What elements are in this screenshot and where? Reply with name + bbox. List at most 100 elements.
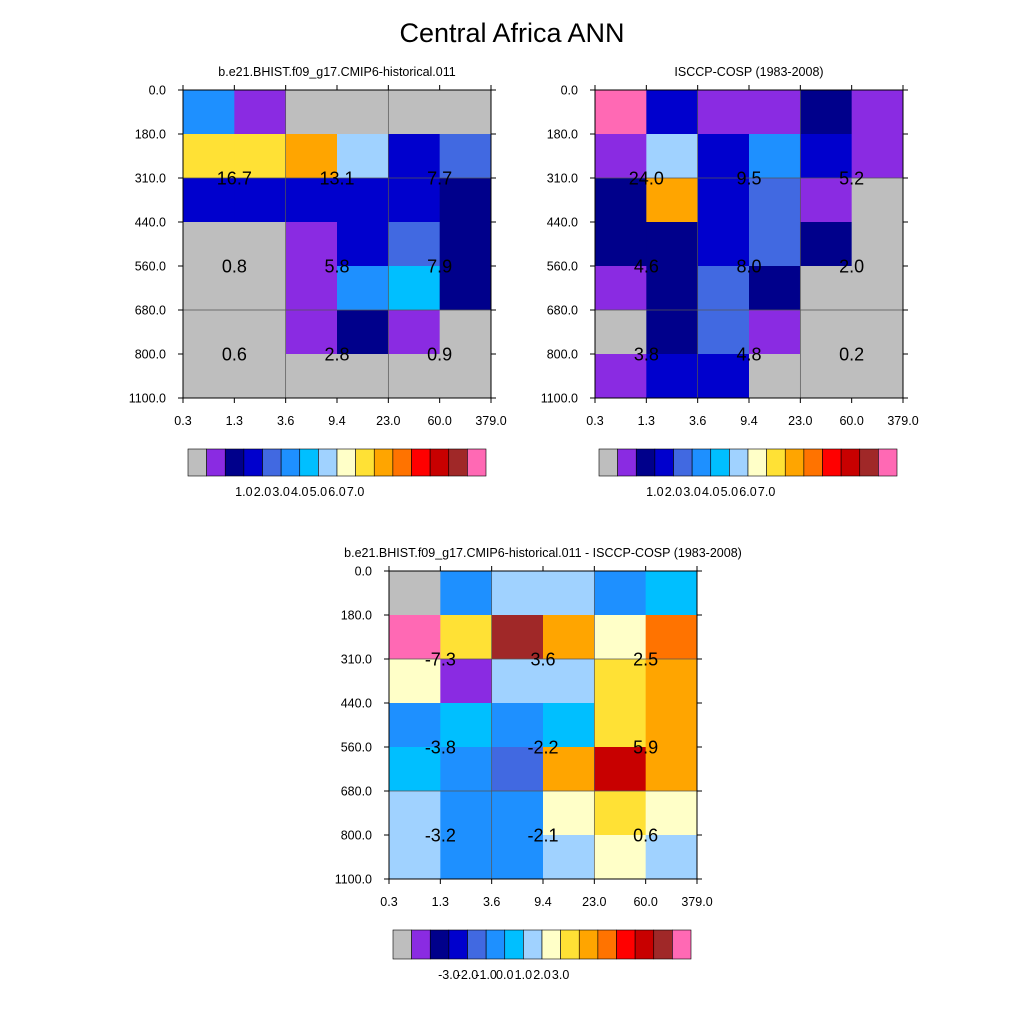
colorbar-label: 7.0 [347,485,364,499]
colorbar-swatch [541,929,561,960]
heatmap-cell [697,90,750,135]
y-tick-label: 310.0 [135,172,166,186]
heatmap-cell [697,310,750,355]
heatmap-cell [285,178,338,223]
heatmap-cell [439,266,492,311]
heatmap-cell [440,571,493,616]
heatmap-cell [646,178,699,223]
y-tick-label: 1100.0 [541,392,578,406]
heatmap-cell [440,615,493,660]
heatmap-cell [543,659,595,704]
heatmap-cell [851,354,904,399]
cell-value-label: 4.6 [634,257,659,277]
y-tick-label: 560.0 [341,741,372,755]
cell-value-label: 0.6 [222,345,247,365]
heatmap-cell [337,222,389,267]
heatmap-cell [388,90,441,135]
colorbar-label: 1.0 [515,968,532,982]
heatmap-cell [800,178,853,223]
heatmap-cell [337,178,389,223]
cell-value-label: 0.8 [222,257,247,277]
colorbar-swatch [429,448,450,477]
heatmap-cell [439,310,492,355]
heatmap-cell [645,835,698,880]
colorbar-swatch [206,448,226,477]
heatmap-cell [595,354,647,399]
heatmap-cell [285,222,338,267]
heatmap-cell [800,354,853,399]
heatmap-cell [749,266,801,311]
heatmap-cell [183,310,235,355]
heatmap-cell [646,134,699,179]
colorbar-label: 4.0 [291,485,308,499]
heatmap-cell [183,354,235,399]
heatmap-cell [285,266,338,311]
colorbar-swatch [373,448,394,477]
page-title: Central Africa ANN [399,18,625,48]
heatmap-cell [491,791,544,836]
colorbar: 1.0 2.0 3.0 4.0 5.0 6.0 7.0 [598,448,898,499]
heatmap-cell [389,659,441,704]
colorbar-label: 2.0 [665,485,682,499]
heatmap-cell [285,90,338,135]
x-tick-label: 60.0 [633,895,657,909]
panel-title: b.e21.BHIST.f09_g17.CMIP6-historical.011 [218,65,455,79]
heatmap-cell [234,354,287,399]
y-tick-label: 1100.0 [129,392,166,406]
heatmap-cell [440,747,493,792]
colorbar-swatch [318,448,338,477]
heatmap-cell [595,222,647,267]
y-tick-label: 180.0 [547,128,578,142]
heatmap-cell [851,90,904,135]
cell-value-label: 0.2 [839,345,864,365]
colorbar-swatch [411,448,431,477]
y-tick-label: 0.0 [355,565,372,579]
colorbar-swatch [467,929,487,960]
heatmap-cell [491,747,544,792]
heatmap-cell [646,354,699,399]
heatmap-cell [697,354,750,399]
x-tick-label: 60.0 [839,414,863,428]
heatmap-cell [389,791,441,836]
x-tick-label: 9.4 [534,895,551,909]
colorbar-swatch [523,929,543,960]
heatmap-cell [388,266,441,311]
colorbar-swatch [355,448,375,477]
colorbar-label: 3.0 [683,485,700,499]
colorbar-swatch [485,929,506,960]
heatmap-cell [439,178,492,223]
colorbar-label: 6.0 [739,485,756,499]
x-tick-label: 1.3 [432,895,449,909]
heatmap-cell [697,222,750,267]
heatmap-cell [491,571,544,616]
cell-value-label: 3.8 [634,345,659,365]
y-tick-label: 310.0 [547,172,578,186]
heatmap-cell [439,90,492,135]
x-tick-label: 0.3 [380,895,397,909]
cell-value-label: 0.9 [427,345,452,365]
heatmap-cell [440,835,493,880]
heatmap-cell [851,266,904,311]
heatmap-cell [594,615,647,660]
colorbar-swatch [448,448,468,477]
colorbar-label: 1.0 [646,485,663,499]
cell-value-label: 0.6 [633,826,658,846]
heatmap-cell [439,354,492,399]
panel-1: b.e21.BHIST.f09_g17.CMIP6-historical.011… [129,65,507,499]
colorbar-swatch [822,448,842,477]
y-tick-label: 680.0 [341,785,372,799]
heatmap-cell [337,134,389,179]
heatmap-cell [183,134,235,179]
heatmap-cell [645,703,698,748]
heatmap-cell [645,747,698,792]
x-tick-label: 23.0 [582,895,606,909]
colorbar-label: 2.0 [533,968,550,982]
heatmap-cell [234,90,287,135]
heatmap-cell [234,266,287,311]
x-tick-label: 0.3 [586,414,603,428]
colorbar-swatch [187,448,207,477]
heatmap-cell [749,134,801,179]
colorbar-swatch [878,448,898,477]
y-tick-label: 180.0 [341,609,372,623]
